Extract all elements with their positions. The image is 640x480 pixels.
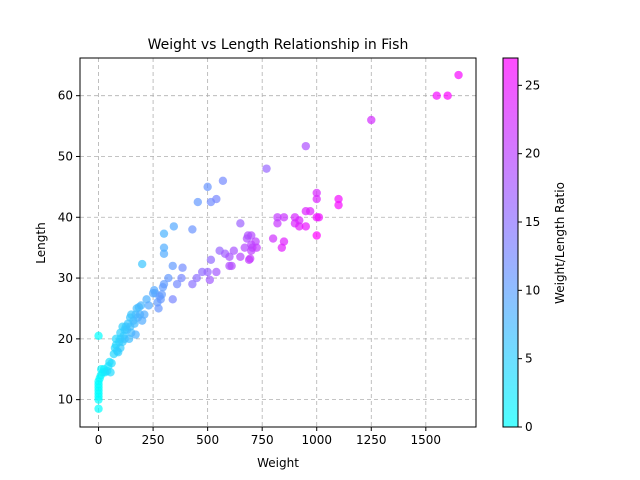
y-tick-label: 50 — [58, 149, 73, 163]
y-tick-label: 40 — [58, 210, 73, 224]
colorbar-gradient — [502, 57, 519, 428]
data-point — [367, 115, 376, 125]
data-point — [252, 243, 261, 252]
x-tick-label: 750 — [251, 433, 274, 447]
data-point — [301, 222, 311, 231]
axes: 0 250 500 750 1000 1250 1500 10 20 30 40 50 60 — [58, 57, 477, 447]
data-point — [314, 213, 324, 222]
data-point — [454, 70, 463, 80]
data-point — [136, 301, 146, 310]
colorbar-tick-label: 25 — [525, 78, 540, 92]
data-point — [295, 216, 304, 225]
colorbar-tick-label: 15 — [525, 215, 540, 229]
colorbar-tick-label: 20 — [525, 147, 540, 161]
data-point — [188, 279, 197, 289]
colorbar-label: Weight/Length Ratio — [553, 182, 567, 304]
x-tick-label: 1250 — [356, 433, 387, 447]
data-point — [169, 222, 179, 231]
data-point — [144, 301, 153, 310]
y-axis-label: Length — [34, 222, 48, 263]
colorbar: 0 5 10 15 20 25 — [502, 57, 540, 434]
data-point — [203, 267, 212, 277]
data-point — [172, 279, 182, 289]
data-point — [159, 229, 169, 238]
data-point — [236, 219, 245, 228]
data-point — [188, 225, 197, 234]
data-point — [212, 267, 221, 277]
data-point — [159, 243, 169, 252]
scatter-points — [94, 70, 463, 413]
data-point — [334, 194, 343, 204]
data-point — [227, 261, 236, 271]
data-point — [178, 263, 187, 272]
x-tick-label: 500 — [196, 433, 219, 447]
chart-title: Weight vs Length Relationship in Fish — [148, 37, 409, 53]
data-point — [301, 141, 311, 151]
data-point — [159, 249, 169, 258]
data-point — [240, 243, 249, 252]
y-tick-label: 60 — [58, 89, 73, 103]
data-point — [225, 252, 234, 261]
data-point — [205, 275, 215, 285]
x-tick-label: 1000 — [301, 433, 332, 447]
data-point — [154, 304, 163, 313]
data-point — [443, 91, 452, 100]
y-tick-label: 10 — [58, 393, 73, 407]
data-point — [312, 194, 321, 204]
data-point — [279, 237, 289, 246]
data-point — [168, 261, 177, 271]
data-point — [193, 197, 203, 207]
data-point — [268, 234, 278, 243]
data-point — [229, 246, 239, 255]
data-point — [192, 273, 201, 283]
x-tick-label: 250 — [142, 433, 165, 447]
colorbar-tick-label: 10 — [525, 283, 540, 297]
data-point — [203, 182, 212, 192]
data-point — [106, 368, 115, 377]
data-point — [206, 255, 216, 265]
colorbar-tick-label: 5 — [525, 352, 533, 366]
data-point — [262, 164, 271, 173]
data-point — [273, 219, 282, 228]
data-point — [218, 176, 228, 185]
data-point — [305, 206, 315, 216]
data-point — [140, 310, 149, 319]
data-point — [247, 231, 256, 240]
data-point — [164, 273, 173, 283]
data-point — [236, 252, 245, 261]
data-point — [131, 330, 140, 339]
data-point — [168, 295, 177, 304]
data-point — [157, 290, 167, 299]
data-point — [177, 273, 186, 283]
data-point — [107, 358, 116, 368]
colorbar-tick-label: 0 — [525, 420, 533, 434]
data-point — [334, 200, 343, 210]
data-point — [273, 213, 282, 222]
x-axis-label: Weight — [257, 456, 299, 470]
data-point — [312, 188, 321, 198]
data-point — [295, 222, 304, 231]
y-tick-label: 20 — [58, 332, 73, 346]
data-point — [137, 259, 147, 269]
data-point — [312, 231, 321, 240]
x-tick-label: 1500 — [411, 433, 442, 447]
data-point — [432, 91, 441, 100]
gridlines — [80, 58, 476, 427]
data-point — [94, 331, 103, 341]
data-point — [159, 279, 169, 289]
data-point — [94, 404, 103, 413]
x-tick-label: 0 — [95, 433, 103, 447]
data-point — [279, 213, 289, 222]
y-tick-label: 30 — [58, 271, 73, 285]
data-point — [245, 254, 255, 263]
data-point — [212, 194, 221, 204]
plot-frame — [79, 57, 477, 428]
